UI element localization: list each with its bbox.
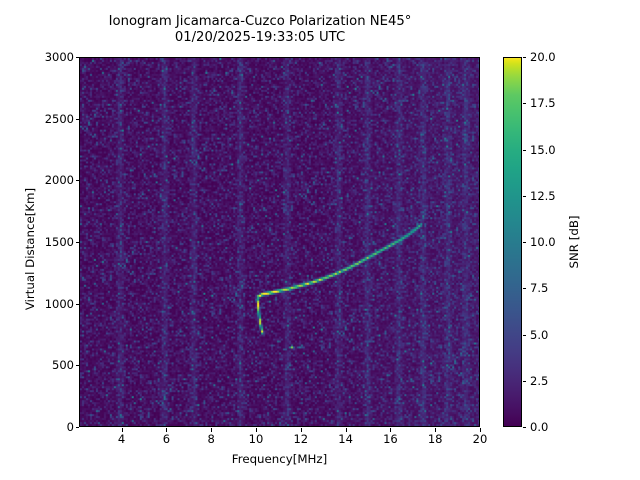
x-tick-label: 12 bbox=[293, 432, 309, 446]
colorbar-tick-label: 17.5 bbox=[530, 96, 556, 111]
x-tick-mark bbox=[435, 428, 437, 432]
figure-title: Ionogram Jicamarca-Cuzco Polarization NE… bbox=[108, 14, 412, 45]
x-tick-label: 16 bbox=[383, 432, 398, 446]
x-tick-label: 18 bbox=[427, 432, 443, 446]
x-tick-mark bbox=[255, 428, 257, 432]
colorbar-label-wrap: SNR [dB] bbox=[566, 57, 582, 427]
x-tick-label: 4 bbox=[117, 432, 126, 446]
y-tick-mark bbox=[75, 303, 79, 305]
x-tick-mark bbox=[121, 428, 123, 432]
colorbar-label: SNR [dB] bbox=[567, 215, 581, 269]
y-tick-label: 1000 bbox=[44, 296, 74, 311]
y-axis-label: Virtual Distance[Km] bbox=[23, 187, 37, 311]
colorbar-tick-mark bbox=[522, 288, 526, 290]
colorbar-tick-mark bbox=[522, 195, 526, 197]
ionogram-plot-area[interactable] bbox=[79, 57, 480, 427]
colorbar-tick-mark bbox=[522, 57, 526, 58]
colorbar-tick-label: 2.5 bbox=[530, 373, 549, 388]
y-tick-label: 0 bbox=[66, 420, 74, 434]
colorbar-tick-mark bbox=[522, 334, 526, 336]
y-tick-mark bbox=[75, 365, 79, 367]
ionogram-heatmap-canvas bbox=[80, 58, 479, 426]
colorbar-tick-label: 12.5 bbox=[530, 188, 556, 203]
colorbar-tick-mark bbox=[522, 380, 526, 382]
colorbar-tick-label: 0.0 bbox=[530, 420, 549, 434]
x-tick-label: 20 bbox=[472, 432, 488, 446]
x-tick-mark bbox=[480, 428, 481, 432]
x-axis-label: Frequency[MHz] bbox=[231, 452, 328, 466]
y-tick-mark bbox=[75, 242, 79, 243]
x-tick-mark bbox=[345, 428, 347, 432]
y-tick-mark bbox=[75, 427, 79, 428]
x-tick-mark bbox=[390, 428, 392, 432]
colorbar-tick-label: 10.0 bbox=[530, 235, 556, 249]
x-tick-label: 6 bbox=[162, 432, 171, 446]
colorbar-tick-mark bbox=[522, 427, 526, 428]
colorbar-gradient bbox=[503, 57, 522, 427]
colorbar-tick-label: 20.0 bbox=[530, 50, 556, 64]
colorbar-tick-mark bbox=[522, 103, 526, 105]
x-tick-label: 8 bbox=[207, 432, 215, 446]
colorbar-tick-mark bbox=[522, 242, 526, 243]
y-tick-mark bbox=[75, 118, 79, 120]
y-tick-label: 500 bbox=[52, 358, 74, 373]
colorbar-tick-mark bbox=[522, 149, 526, 151]
y-tick-label: 2500 bbox=[44, 111, 74, 126]
colorbar-tick-label: 15.0 bbox=[530, 142, 556, 157]
colorbar-tick-label: 7.5 bbox=[530, 281, 549, 296]
y-tick-label: 3000 bbox=[44, 50, 74, 64]
x-tick-label: 14 bbox=[338, 432, 353, 446]
y-tick-label: 2000 bbox=[44, 173, 74, 188]
y-tick-mark bbox=[75, 180, 79, 182]
x-tick-label: 10 bbox=[248, 432, 264, 446]
y-tick-mark bbox=[75, 57, 79, 58]
x-tick-mark bbox=[211, 428, 213, 432]
y-tick-label: 1500 bbox=[44, 235, 74, 249]
x-tick-mark bbox=[166, 428, 168, 432]
colorbar-tick-label: 5.0 bbox=[530, 327, 549, 342]
x-tick-mark bbox=[300, 428, 302, 432]
